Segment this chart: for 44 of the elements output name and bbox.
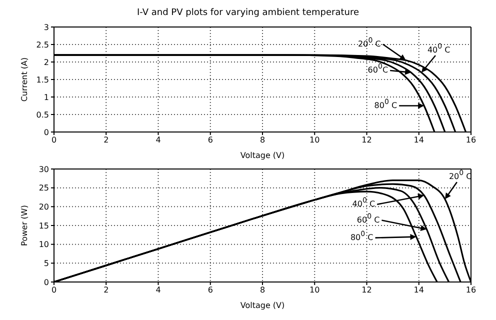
y-tick-label: 10 [38, 240, 49, 250]
x-tick-label: 6 [208, 136, 213, 145]
y-tick-label: 0.5 [36, 110, 49, 120]
x-tick-label: 10 [310, 136, 320, 145]
x-tick-label: 6 [208, 286, 213, 295]
x-tick-label: 2 [104, 286, 109, 295]
y-tick-label: 20 [38, 202, 49, 212]
annotation: 60$^{0}$C [368, 62, 388, 75]
x-axis-title: Voltage (V) [240, 151, 285, 160]
x-tick-label: 0 [51, 136, 57, 145]
chart-title: I-V and PV plots for varying ambient temperature [136, 8, 360, 20]
x-tick-label: 14 [414, 136, 424, 145]
x-tick-label: 4 [156, 136, 161, 145]
x-tick-label: 8 [260, 136, 266, 145]
x-tick-label: 16 [466, 136, 476, 145]
x-tick-label: 2 [104, 136, 109, 145]
y-tick-label: 15 [38, 221, 49, 230]
annotation: 20$^{0}$ C [358, 36, 382, 48]
y-tick-label: 0 [44, 278, 49, 287]
annotation: 80$^{0}$ C [374, 98, 398, 110]
y-tick-label: 1.5 [36, 75, 49, 84]
x-tick-label: 16 [466, 286, 476, 295]
y-tick-label: 25 [38, 184, 49, 193]
annotation: 80$^{0}$ C [350, 230, 374, 242]
y-axis-title: Current (A) [20, 57, 29, 102]
x-tick-label: 12 [362, 136, 372, 145]
annotation: 40$^{0}$ C [427, 42, 451, 55]
x-tick-label: 10 [310, 286, 320, 295]
y-tick-label: 0 [44, 128, 49, 137]
y-tick-label: 30 [38, 164, 49, 174]
x-tick-label: 14 [414, 286, 424, 295]
y-tick-label: 3 [44, 22, 49, 32]
y-tick-label: 5 [44, 259, 49, 268]
annotation: 40$^{0}$ C [352, 196, 376, 209]
x-tick-label: 12 [362, 286, 372, 295]
x-tick-label: 0 [51, 286, 57, 295]
y-axis-title: Power (W) [20, 205, 29, 246]
y-tick-label: 2 [44, 58, 49, 67]
y-tick-label: 1 [44, 92, 49, 102]
x-tick-label: 8 [260, 286, 266, 295]
annotation: 60$^{0}$ C [356, 212, 380, 224]
x-axis-title: Voltage (V) [240, 301, 285, 310]
x-tick-label: 4 [156, 286, 161, 295]
y-tick-label: 2.5 [36, 40, 49, 50]
